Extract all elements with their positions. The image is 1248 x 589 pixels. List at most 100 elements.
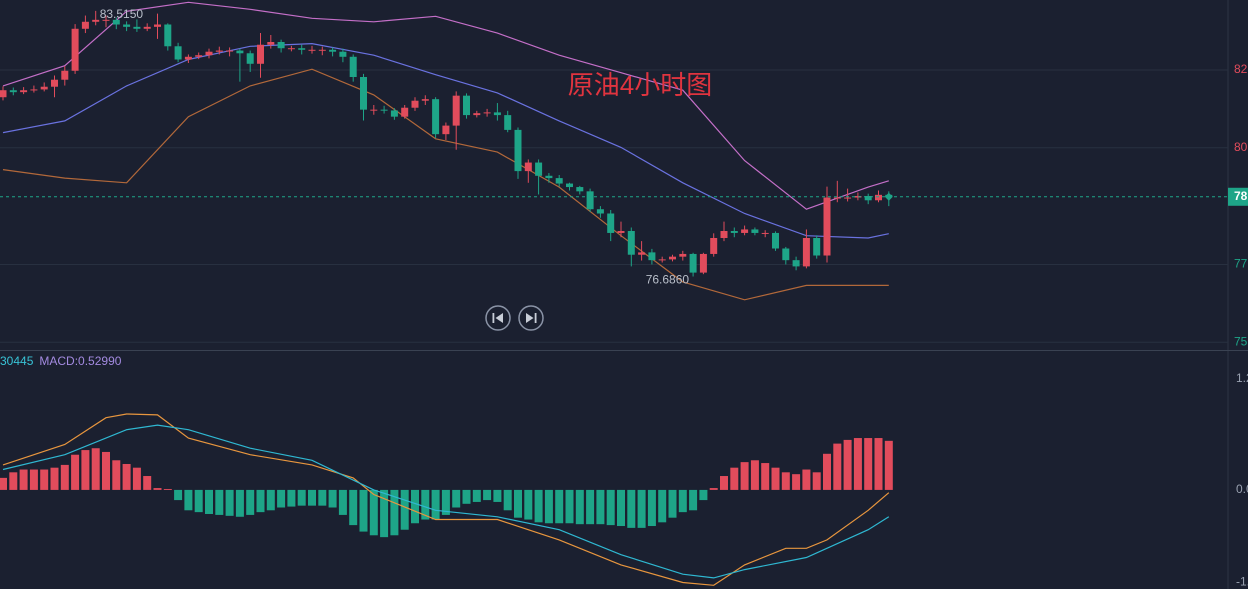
histogram-bar xyxy=(493,489,502,502)
histogram-bar xyxy=(246,489,255,515)
candle-body xyxy=(514,129,522,172)
candle-body xyxy=(308,49,316,51)
candle-body xyxy=(401,107,409,117)
y-tick-label: 80 xyxy=(1234,140,1248,154)
histogram-bar xyxy=(720,476,728,490)
candle-body xyxy=(689,253,697,273)
candle-body xyxy=(566,183,573,188)
histogram-bar xyxy=(19,469,28,490)
histogram-bar xyxy=(843,439,852,490)
candle-body xyxy=(360,77,367,110)
candle-body xyxy=(761,232,769,234)
candle-body xyxy=(648,252,656,261)
histogram-bar xyxy=(338,489,347,515)
histogram-bar xyxy=(369,489,378,536)
candle-body xyxy=(545,175,553,179)
candle-body xyxy=(184,56,192,60)
histogram-bar xyxy=(380,489,389,538)
candle-body xyxy=(607,213,615,233)
candle-body xyxy=(730,231,738,233)
candle-body xyxy=(298,48,306,50)
candle-body xyxy=(627,231,635,255)
histogram-bar xyxy=(431,489,440,520)
histogram-bar xyxy=(225,489,234,516)
histogram-bar xyxy=(802,469,811,490)
candle-body xyxy=(596,209,604,214)
candle-body xyxy=(535,162,543,176)
histogram-bar xyxy=(9,472,18,490)
histogram-bar xyxy=(514,489,522,518)
candle-body xyxy=(154,24,161,27)
candle-body xyxy=(20,90,28,93)
histogram-bar xyxy=(678,489,687,513)
histogram-bar xyxy=(50,467,59,490)
candle-body xyxy=(576,187,584,192)
previous-button[interactable] xyxy=(485,305,511,331)
line-series xyxy=(2,424,890,579)
candle-body xyxy=(0,90,7,98)
histogram-bar xyxy=(709,488,718,490)
histogram-bar xyxy=(452,489,461,508)
candle-body xyxy=(277,42,285,49)
candle-body xyxy=(174,46,182,60)
y-tick-label: 75 xyxy=(1234,334,1248,348)
candle-body xyxy=(493,112,501,116)
histogram-bar xyxy=(91,448,100,490)
candle-body xyxy=(679,253,687,257)
histogram-bar xyxy=(586,489,595,525)
candle-body xyxy=(844,197,852,199)
candle-body xyxy=(390,110,398,117)
histogram-bar xyxy=(143,476,152,490)
candle-body xyxy=(483,112,491,114)
candle-body xyxy=(112,19,120,25)
y-tick-label: -1.0 xyxy=(1236,575,1248,589)
histogram-bar xyxy=(874,438,883,490)
candle-body xyxy=(555,178,563,184)
candle-body xyxy=(741,229,749,233)
next-button[interactable] xyxy=(518,305,544,331)
candle-body xyxy=(473,113,481,116)
histogram-bar xyxy=(0,477,7,490)
histogram-bar xyxy=(730,467,739,490)
candle-body xyxy=(833,197,841,199)
candle-body xyxy=(143,26,151,29)
histogram-bar xyxy=(102,451,110,490)
candle-body xyxy=(92,19,100,22)
candle-body xyxy=(226,50,234,52)
histogram-bar xyxy=(29,469,38,490)
candle-body xyxy=(854,196,862,198)
candle-body xyxy=(329,49,337,52)
histogram-bar xyxy=(256,489,265,513)
candle-body xyxy=(257,44,264,64)
histogram-bar xyxy=(575,489,584,525)
histogram-bar xyxy=(441,489,450,515)
histogram-bar xyxy=(287,489,296,507)
histogram-bar xyxy=(132,467,141,490)
histogram-bar xyxy=(235,489,244,517)
histogram-bar xyxy=(565,489,574,524)
histogram-bar xyxy=(184,489,193,511)
histogram-bar xyxy=(647,489,656,527)
histogram-bar xyxy=(627,489,636,528)
candle-body xyxy=(61,70,69,80)
candle-body xyxy=(442,125,450,135)
candle-body xyxy=(813,238,821,256)
candle-body xyxy=(432,99,440,135)
candle-body xyxy=(30,89,38,91)
line-series xyxy=(2,68,889,301)
candle-body xyxy=(267,42,275,45)
candle-body xyxy=(792,260,800,267)
histogram-bar xyxy=(349,489,358,526)
histogram-bar xyxy=(308,489,316,506)
candle-body xyxy=(318,49,326,51)
candle-body xyxy=(751,229,759,233)
candle-body xyxy=(164,24,172,47)
candle-body xyxy=(421,99,429,101)
histogram-bar xyxy=(318,489,327,506)
candle-body xyxy=(133,26,141,29)
histogram-bar xyxy=(555,489,564,524)
histogram-bar xyxy=(266,489,275,511)
candle-body xyxy=(802,238,810,267)
candle-body xyxy=(823,197,831,256)
candle-body xyxy=(205,51,213,56)
